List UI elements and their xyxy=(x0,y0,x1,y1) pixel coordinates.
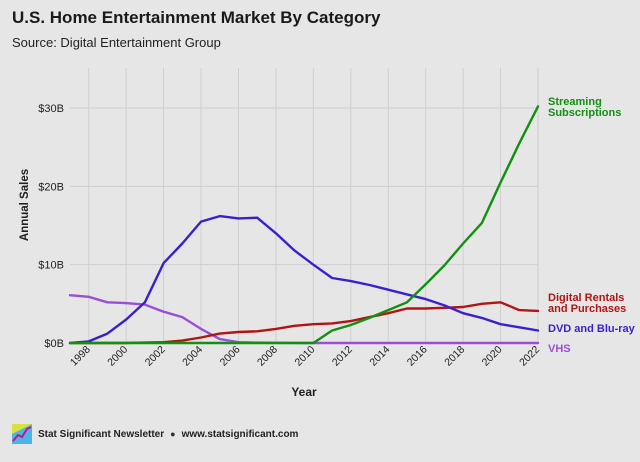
series-line-digital-rentals-and-purchases xyxy=(68,301,540,345)
y-tick-label: $30B xyxy=(38,103,64,115)
series-label-streaming-subscriptions: Streaming xyxy=(548,96,602,108)
x-tick-label: 2016 xyxy=(405,344,430,369)
footer: Stat Significant Newsletter ● www.statsi… xyxy=(12,423,298,445)
x-tick-label: 1998 xyxy=(68,344,93,369)
x-tick-label: 2010 xyxy=(292,344,317,369)
x-tick-label: 2002 xyxy=(143,344,168,369)
chart-title: U.S. Home Entertainment Market By Catego… xyxy=(12,8,381,27)
series-line-streaming-subscriptions xyxy=(68,105,540,345)
series-label-digital-rentals-and-purchases: Digital Rentals xyxy=(548,292,624,304)
x-tick-label: 2022 xyxy=(517,344,542,369)
website-link[interactable]: www.statsignificant.com xyxy=(181,428,299,440)
x-axis-title: Year xyxy=(291,385,317,399)
y-tick-label: $10B xyxy=(38,260,64,272)
x-tick-label: 2004 xyxy=(180,344,205,369)
footer-separator: ● xyxy=(170,429,176,439)
x-tick-label: 2012 xyxy=(330,344,355,369)
x-tick-label: 2018 xyxy=(442,344,467,369)
x-tick-label: 2006 xyxy=(218,344,243,369)
series-label-vhs: VHS xyxy=(548,343,571,355)
chart-subtitle: Source: Digital Entertainment Group xyxy=(12,35,221,50)
series-line-vhs xyxy=(68,294,540,345)
series-label-streaming-subscriptions: Subscriptions xyxy=(548,107,621,119)
series-label-dvd-and-blu-ray: DVD and Blu-ray xyxy=(548,323,636,335)
y-tick-label: $20B xyxy=(38,181,64,193)
newsletter-name: Stat Significant Newsletter xyxy=(38,428,165,440)
chart-logo-icon xyxy=(12,424,32,444)
y-tick-label: $0B xyxy=(44,338,64,350)
x-tick-label: 2014 xyxy=(367,344,392,369)
y-axis-title: Annual Sales xyxy=(19,169,31,241)
x-tick-label: 2008 xyxy=(255,344,280,369)
x-tick-label: 2000 xyxy=(105,344,130,369)
x-tick-label: 2020 xyxy=(480,344,505,369)
series-line-dvd-and-blu-ray xyxy=(68,214,540,345)
series-label-digital-rentals-and-purchases: and Purchases xyxy=(548,303,626,315)
